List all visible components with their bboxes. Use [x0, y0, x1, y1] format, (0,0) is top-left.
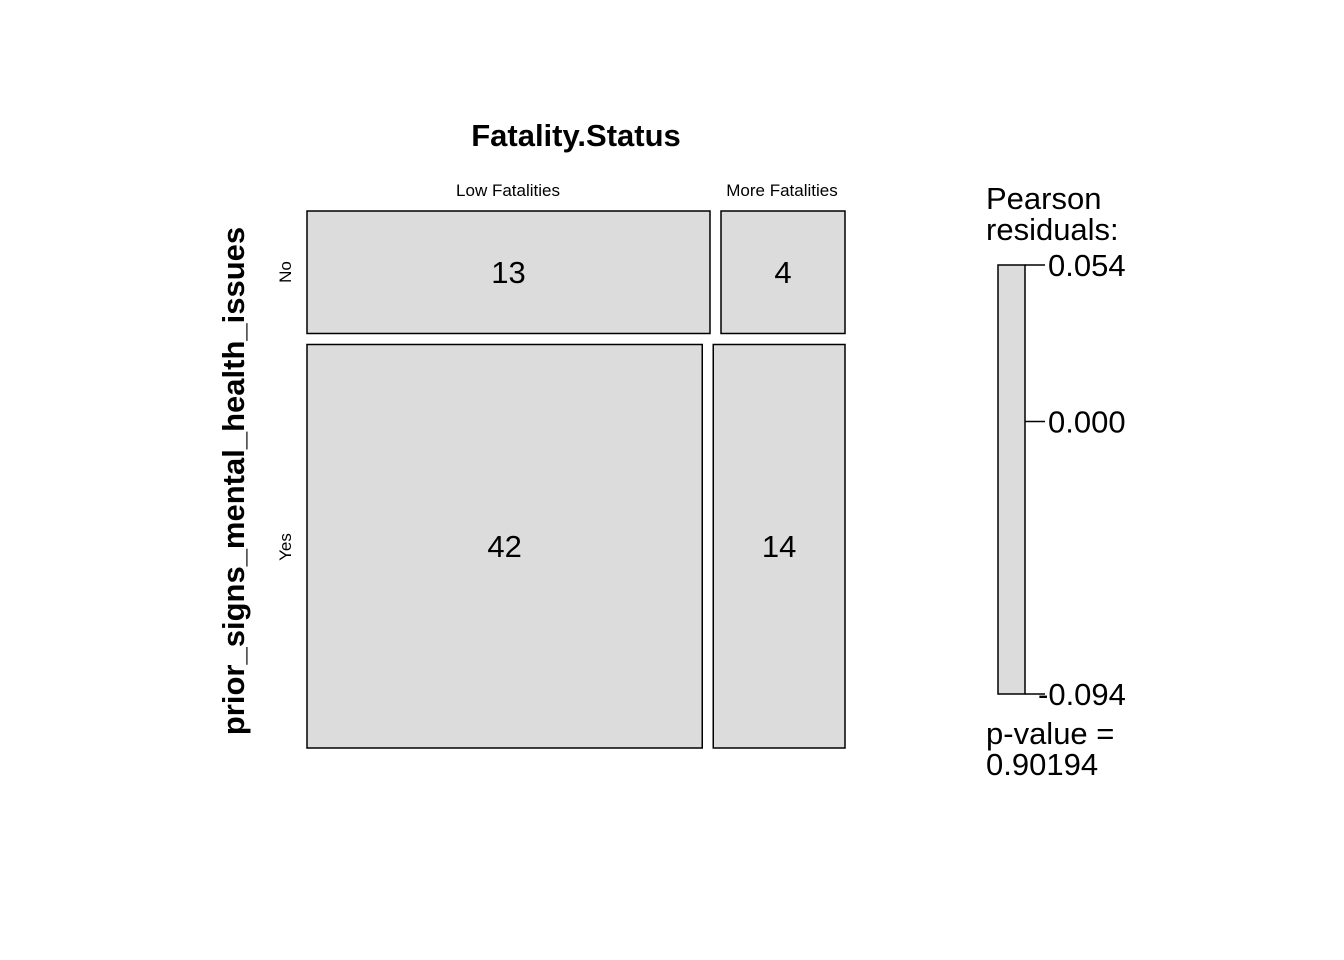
tile-yes-more-fatalities [712, 343, 846, 749]
column-label-low-fatalities: Low Fatalities [456, 181, 560, 200]
legend-label-max: 0.054 [1048, 248, 1126, 283]
legend-color-bar [997, 264, 1026, 695]
legend-title-line2: residuals: [986, 212, 1119, 247]
column-label-more-fatalities: More Fatalities [726, 181, 837, 200]
tile-no-more-fatalities [720, 210, 846, 335]
row-variable-label: prior_signs_mental_health_issues [216, 227, 251, 735]
legend-label-min: -0.094 [1038, 677, 1126, 712]
count-label-no-low-fatalities: 13 [491, 255, 525, 290]
pvalue-line2: 0.90194 [986, 747, 1098, 782]
legend-label-mid: 0.000 [1048, 405, 1126, 440]
tile-yes-low-fatalities [306, 343, 703, 749]
chart-title: Fatality.Status [471, 118, 681, 153]
count-label-no-more-fatalities: 4 [774, 255, 791, 290]
legend-title-line1: Pearson [986, 181, 1101, 216]
tile-no-low-fatalities [306, 210, 711, 335]
row-label-no: No [276, 261, 295, 283]
count-label-yes-more-fatalities: 14 [762, 529, 796, 564]
mosaic-tiles: 13 4 42 14 [306, 210, 846, 749]
count-label-yes-low-fatalities: 42 [487, 529, 521, 564]
row-label-yes: Yes [276, 533, 295, 561]
pvalue-line1: p-value = [986, 716, 1114, 751]
residuals-legend: Pearson residuals: 0.054 0.000 -0.094 p-… [986, 181, 1126, 782]
